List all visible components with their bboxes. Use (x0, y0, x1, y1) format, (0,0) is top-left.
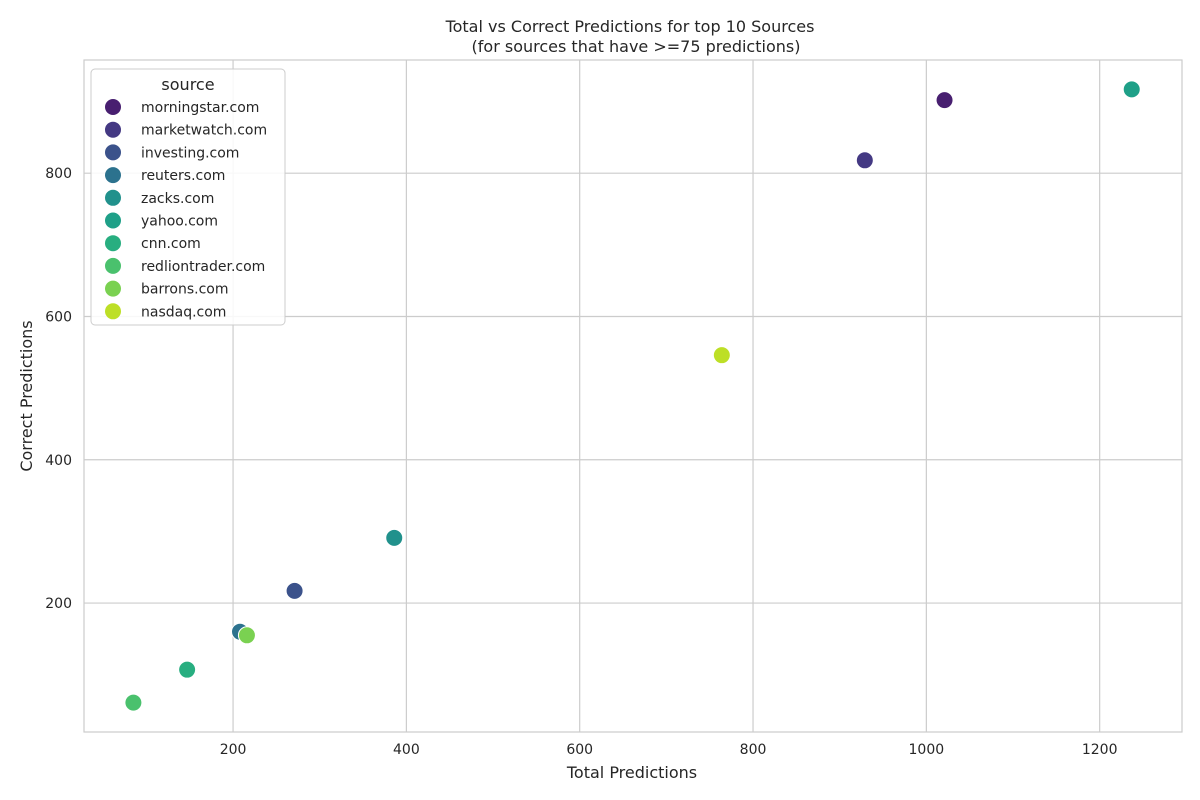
legend-label: barrons.com (141, 282, 229, 298)
y-tick-labels: 200 400 600 800 (45, 166, 72, 612)
legend-marker (105, 99, 121, 115)
point-marketwatch-com (855, 151, 874, 170)
x-tick-label: 800 (740, 742, 767, 758)
x-tick-label: 200 (220, 742, 247, 758)
legend-marker (105, 235, 121, 252)
legend-label: cnn.com (141, 236, 201, 252)
y-tick-label: 800 (45, 166, 72, 182)
legend-marker (105, 167, 121, 184)
data-points (124, 80, 1141, 712)
point-yahoo-com (1122, 80, 1141, 99)
x-tick-labels: 200 400 600 800 1000 1200 (220, 742, 1118, 758)
y-tick-label: 400 (45, 453, 72, 469)
legend-marker (105, 280, 121, 297)
legend-label: yahoo.com (141, 214, 218, 230)
point-cnn-com (178, 660, 197, 679)
point-investing-com (285, 581, 304, 600)
legend-marker (105, 303, 121, 320)
legend-marker (105, 189, 121, 206)
legend-label: nasdaq.com (141, 304, 226, 320)
legend-marker (105, 144, 121, 161)
legend-label: investing.com (141, 145, 239, 161)
point-morningstar-com (935, 91, 954, 110)
legend-marker (105, 212, 121, 229)
x-tick-label: 400 (393, 742, 420, 758)
plot-frame (83, 59, 1183, 733)
legend-marker (105, 257, 121, 274)
legend-items: morningstar.com marketwatch.com investing.… (105, 99, 267, 320)
chart-subtitle: (for sources that have >=75 predictions) (472, 37, 801, 56)
legend-label: zacks.com (141, 191, 214, 207)
legend-box (90, 68, 286, 326)
point-zacks-com (385, 528, 404, 547)
x-axis-title: Total Predictions (566, 763, 697, 782)
legend: source morningstar.com marketwatch.com inv… (90, 68, 286, 326)
point-barrons-com (237, 626, 256, 645)
x-tick-label: 1000 (909, 742, 945, 758)
legend-label: reuters.com (141, 168, 225, 184)
y-tick-label: 600 (45, 309, 72, 325)
legend-marker (105, 121, 121, 138)
point-nasdaq-com (712, 346, 731, 365)
legend-label: morningstar.com (141, 100, 259, 116)
y-tick-label: 200 (45, 596, 72, 612)
legend-title: source (161, 75, 214, 94)
legend-label: marketwatch.com (141, 123, 267, 139)
legend-label: redliontrader.com (141, 259, 265, 275)
x-tick-label: 1200 (1082, 742, 1118, 758)
x-tick-label: 600 (566, 742, 593, 758)
chart-title: Total vs Correct Predictions for top 10 … (445, 17, 815, 36)
y-axis-title: Correct Predictions (17, 320, 36, 471)
point-redliontrader-com (124, 693, 143, 712)
